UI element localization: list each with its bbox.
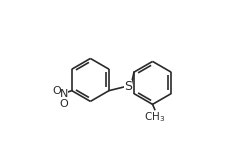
Text: N: N [60, 89, 68, 99]
Text: O: O [59, 99, 68, 109]
Text: S: S [124, 80, 132, 93]
Text: CH$_3$: CH$_3$ [144, 110, 165, 124]
Text: O: O [52, 86, 61, 96]
